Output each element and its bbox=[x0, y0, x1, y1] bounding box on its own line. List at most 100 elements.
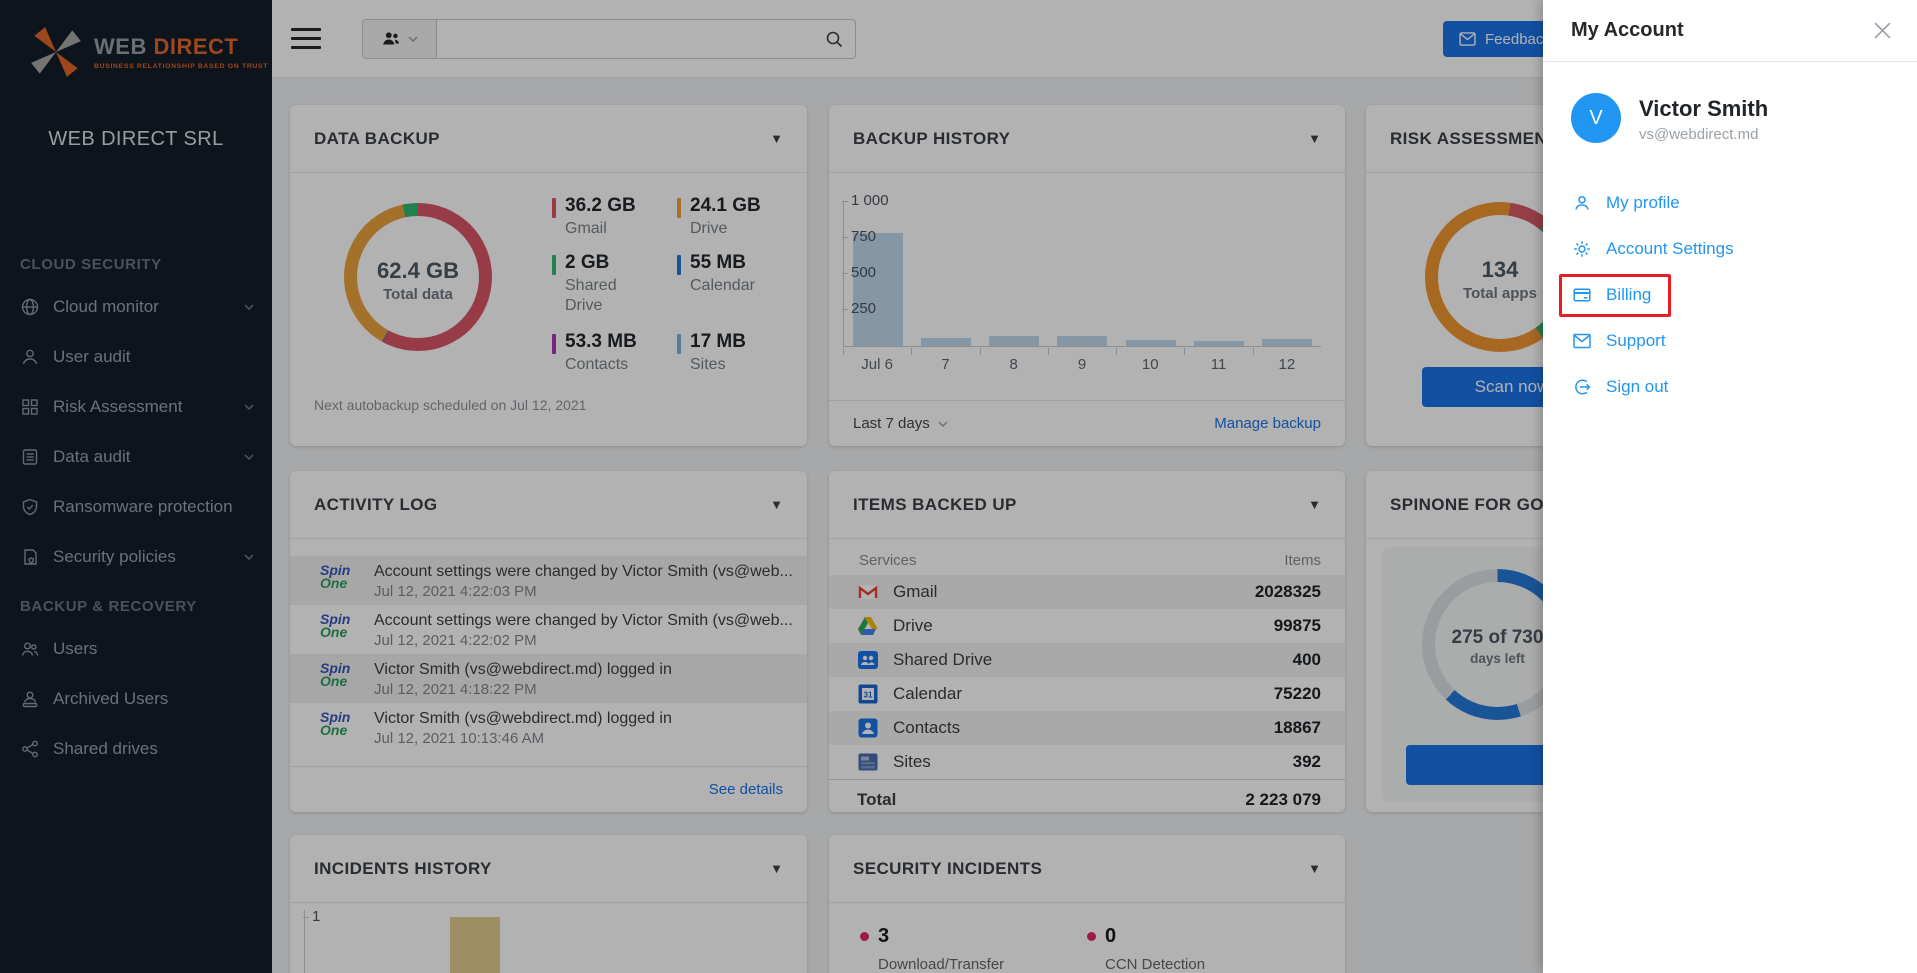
google-contacts-icon bbox=[858, 718, 878, 738]
nav-section-backup-recovery: BACKUP & RECOVERY bbox=[20, 598, 197, 615]
google-drive-icon bbox=[858, 617, 878, 635]
sidebar-item-cloud-monitor[interactable]: Cloud monitor bbox=[0, 282, 272, 332]
card-title: DATA BACKUP bbox=[314, 128, 440, 148]
sidebar-item-security-policies[interactable]: Security policies bbox=[0, 532, 272, 582]
envelope-icon bbox=[1573, 333, 1591, 349]
card-data-backup: DATA BACKUP 62.4 GB Total data 36.2 GB G… bbox=[290, 105, 807, 446]
y-axis-tick: 750 bbox=[841, 228, 877, 245]
menu-item-my-profile[interactable]: My profile bbox=[1543, 180, 1917, 226]
google-sites-icon bbox=[858, 753, 878, 771]
menu-item-label: Support bbox=[1606, 331, 1666, 350]
sign-out-icon bbox=[1575, 379, 1591, 395]
spinone-logo-icon: Spin One bbox=[320, 562, 351, 592]
legend-item-shared-drive: 2 GB Shared Drive bbox=[552, 252, 638, 316]
risk-assessment-donut-chart bbox=[1425, 202, 1575, 352]
menu-item-billing[interactable]: Billing bbox=[1543, 272, 1917, 318]
sidebar-item-label: Ransomware protection bbox=[53, 497, 233, 516]
modal-overlay[interactable] bbox=[0, 0, 1543, 973]
user-icon bbox=[22, 349, 38, 365]
global-search bbox=[362, 19, 856, 59]
sidebar-item-label: User audit bbox=[53, 347, 131, 366]
table-header: Services Items bbox=[859, 551, 1321, 569]
nav-section-cloud-security: CLOUD SECURITY bbox=[20, 256, 162, 273]
hamburger-menu-button[interactable] bbox=[291, 28, 321, 55]
data-backup-donut-chart bbox=[344, 203, 492, 351]
ring-center-text: 275 of 730 days left bbox=[1451, 627, 1544, 666]
table-row: Drive 99875 bbox=[829, 609, 1345, 643]
card-title: INCIDENTS HISTORY bbox=[314, 858, 492, 878]
users-icon bbox=[21, 642, 39, 656]
y-axis-tick: 250 bbox=[841, 300, 877, 317]
gear-icon bbox=[1574, 241, 1590, 257]
sidebar-item-label: Security policies bbox=[53, 547, 176, 566]
sidebar-item-label: Shared drives bbox=[53, 739, 158, 758]
avatar: V bbox=[1571, 93, 1621, 143]
sidebar-item-users[interactable]: Users bbox=[0, 624, 272, 674]
search-icon[interactable] bbox=[825, 30, 843, 48]
search-category-selector[interactable] bbox=[363, 20, 437, 58]
drawer-header: My Account bbox=[1543, 0, 1917, 62]
shield-check-icon bbox=[22, 498, 38, 516]
table-row: Shared Drive 400 bbox=[829, 643, 1345, 677]
manage-backup-link[interactable]: Manage backup bbox=[1214, 415, 1321, 432]
donut-center-text: 62.4 GB Total data bbox=[377, 258, 459, 303]
user-icon bbox=[1575, 196, 1589, 210]
menu-item-support[interactable]: Support bbox=[1543, 318, 1917, 364]
table-row: 31 Calendar 75220 bbox=[829, 677, 1345, 711]
google-calendar-icon: 31 bbox=[858, 684, 878, 704]
account-menu: My profile Account Settings Billing Supp… bbox=[1543, 180, 1917, 410]
card-backup-history: BACKUP HISTORY 1 000 750 500 250 Jul 678… bbox=[829, 105, 1345, 446]
sidebar-item-shared-drives[interactable]: Shared drives bbox=[0, 724, 272, 774]
legend-item-contacts: 53.3 MB Contacts bbox=[552, 331, 660, 375]
credit-card-icon bbox=[1573, 288, 1591, 302]
sidebar-item-data-audit[interactable]: Data audit bbox=[0, 432, 272, 482]
sidebar-item-label: Archived Users bbox=[53, 689, 169, 708]
close-icon[interactable] bbox=[1874, 22, 1891, 39]
menu-item-account-settings[interactable]: Account Settings bbox=[1543, 226, 1917, 272]
menu-item-label: My profile bbox=[1606, 193, 1680, 212]
legend-item-drive: 24.1 GB Drive bbox=[677, 195, 785, 239]
stat-download-transfer: 3 Download/Transfer bbox=[860, 925, 1004, 973]
period-selector[interactable]: Last 7 days bbox=[853, 415, 948, 432]
my-account-drawer: My Account V Victor Smith vs@webdirect.m… bbox=[1543, 0, 1917, 973]
sidebar-item-archived-users[interactable]: Archived Users bbox=[0, 674, 272, 724]
sidebar-item-label: Cloud monitor bbox=[53, 297, 159, 316]
document-list-icon bbox=[22, 449, 38, 465]
organization-name: WEB DIRECT SRL bbox=[48, 128, 224, 150]
gmail-icon bbox=[857, 583, 879, 601]
drawer-title: My Account bbox=[1571, 19, 1684, 41]
shared-drive-icon bbox=[858, 651, 878, 669]
sidebar-item-label: Users bbox=[53, 639, 98, 658]
share-icon bbox=[22, 740, 38, 758]
card-incidents-history: INCIDENTS HISTORY 1 bbox=[290, 835, 807, 973]
people-icon bbox=[383, 32, 399, 45]
spinone-logo-icon: Spin One bbox=[320, 611, 351, 641]
card-title: ITEMS BACKED UP bbox=[853, 494, 1017, 514]
sidebar-item-ransomware-protection[interactable]: Ransomware protection bbox=[0, 482, 272, 532]
spinone-logo-icon: Spin One bbox=[320, 709, 351, 739]
table-total-row: Total 2 223 079 bbox=[829, 779, 1345, 819]
policy-document-icon bbox=[24, 549, 37, 565]
see-details-link[interactable]: See details bbox=[708, 781, 783, 798]
backup-history-bar-chart bbox=[843, 201, 1321, 347]
card-title: SECURITY INCIDENTS bbox=[853, 858, 1043, 878]
incident-dot-icon bbox=[1087, 932, 1096, 941]
stat-ccn-detection: 0 CCN Detection bbox=[1087, 925, 1205, 973]
grid-icon bbox=[22, 399, 38, 415]
sidebar-nav: CLOUD SECURITY Cloud monitor User audit … bbox=[0, 240, 272, 774]
menu-item-label: Account Settings bbox=[1606, 239, 1734, 258]
sidebar-item-risk-assessment[interactable]: Risk Assessment bbox=[0, 382, 272, 432]
card-title: RISK ASSESSMENT bbox=[1390, 128, 1558, 148]
card-security-incidents: SECURITY INCIDENTS 3 Download/Transfer 0… bbox=[829, 835, 1345, 973]
menu-item-sign-out[interactable]: Sign out bbox=[1543, 364, 1917, 410]
sidebar-item-user-audit[interactable]: User audit bbox=[0, 332, 272, 382]
sidebar-item-label: Data audit bbox=[53, 447, 131, 466]
legend-item-gmail: 36.2 GB Gmail bbox=[552, 195, 660, 239]
envelope-icon bbox=[1459, 32, 1476, 46]
activity-log-entry: Spin One Account settings were changed by… bbox=[290, 556, 807, 605]
search-input[interactable] bbox=[437, 20, 825, 58]
globe-icon bbox=[21, 298, 39, 316]
